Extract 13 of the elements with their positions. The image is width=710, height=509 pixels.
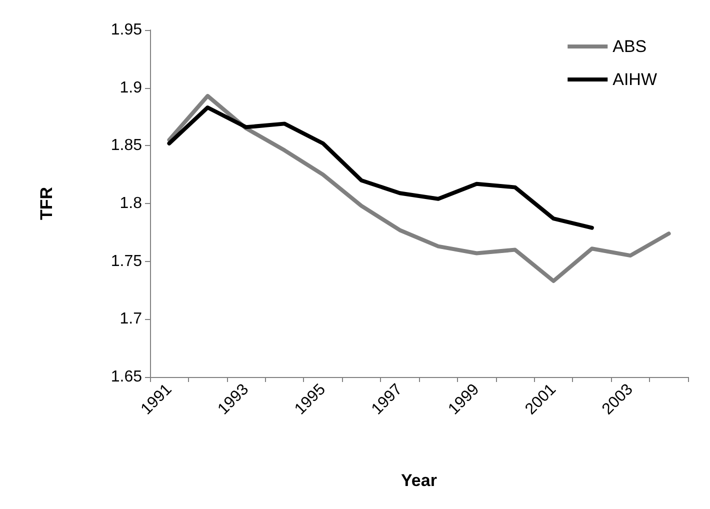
y-tick-label: 1.65 (110, 368, 142, 386)
y-tick-label: 1.9 (120, 79, 142, 96)
y-tick-label: 1.75 (110, 252, 142, 270)
legend-label: ABS (612, 37, 647, 56)
y-tick-label: 1.8 (120, 195, 142, 212)
y-tick-label: 1.95 (110, 22, 142, 38)
line-series (167, 105, 594, 230)
legend-label: AIHW (612, 70, 658, 89)
x-axis-title: Year (401, 471, 438, 490)
line-series (167, 94, 671, 283)
y-tick-label: 1.85 (110, 137, 142, 154)
y-axis-title: TFR (37, 186, 56, 220)
y-tick-label: 1.7 (120, 310, 142, 328)
